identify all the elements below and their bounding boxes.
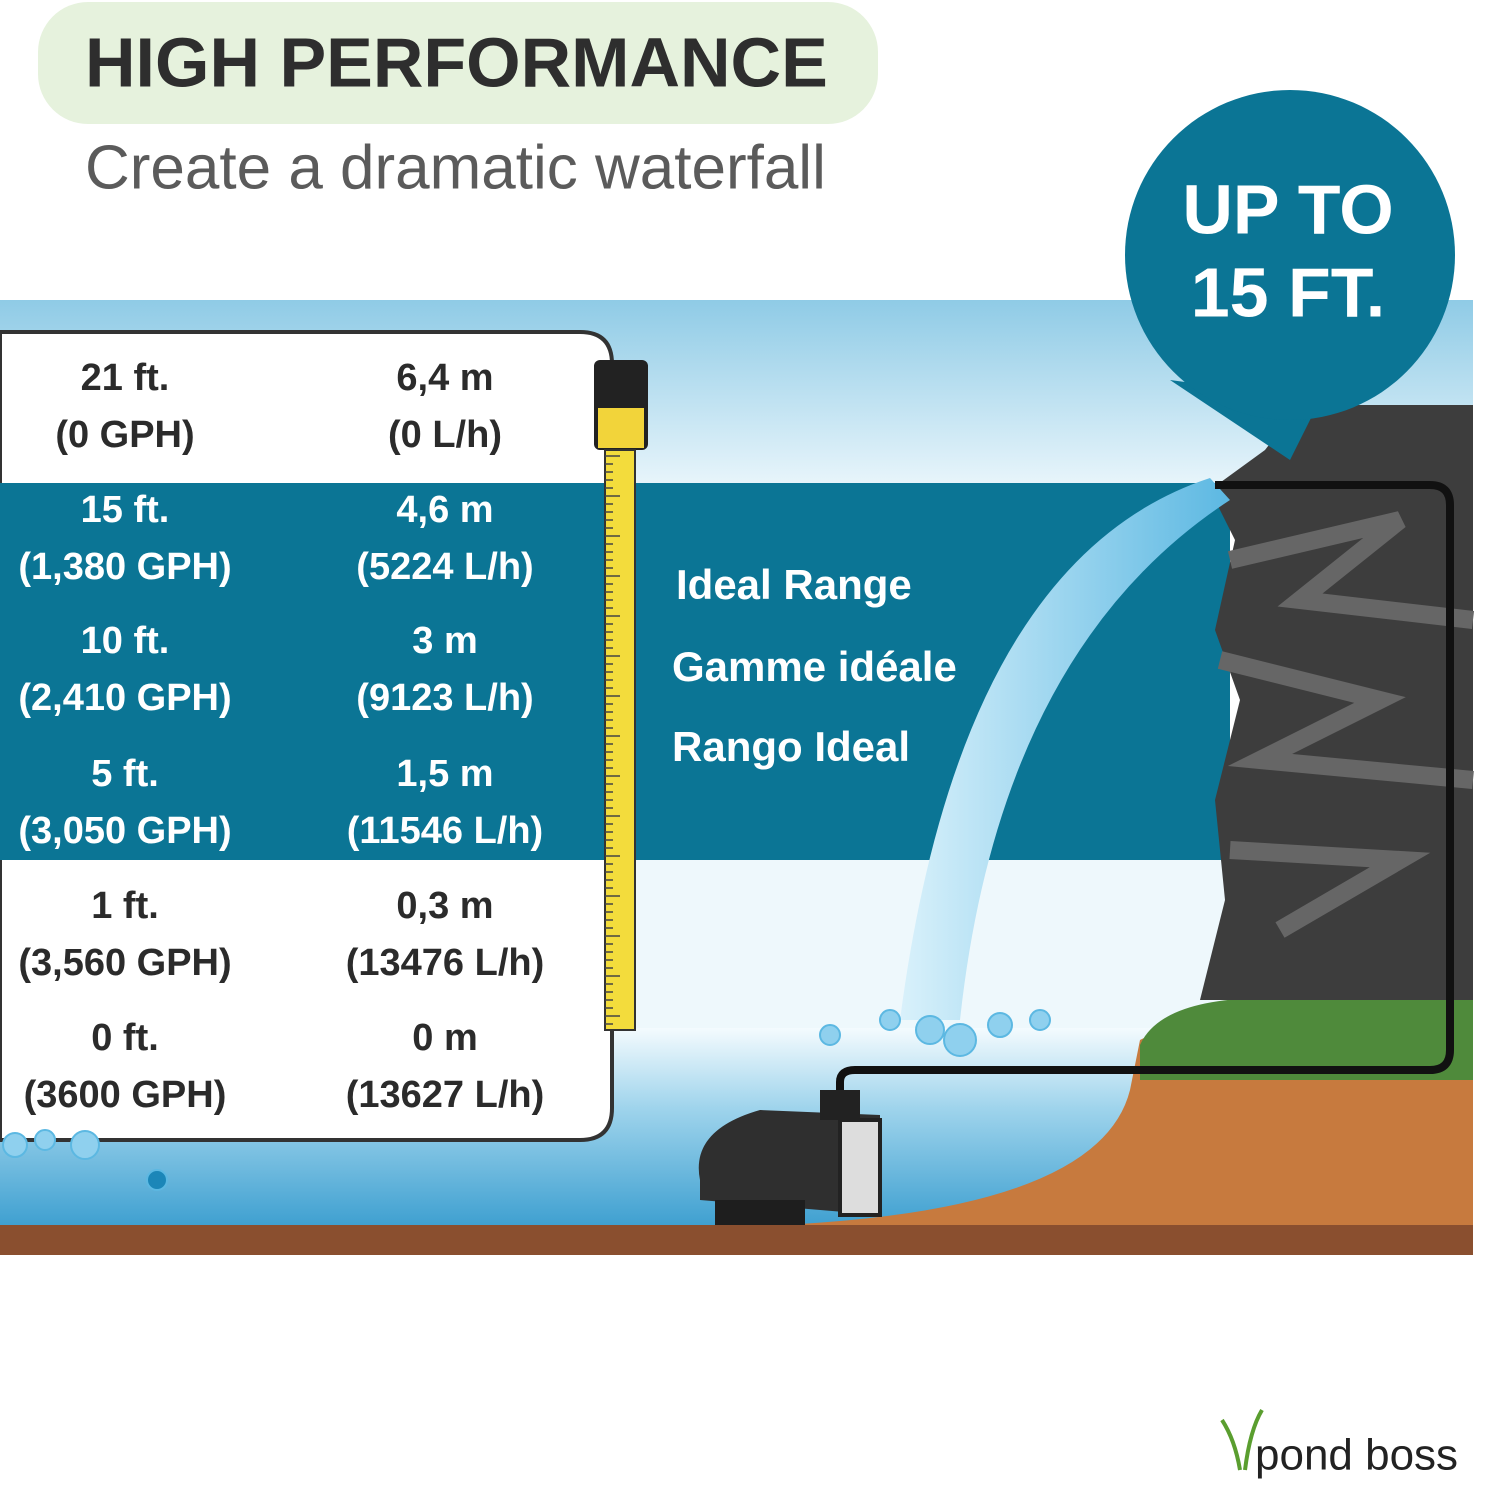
grass <box>1140 995 1473 1080</box>
ruler-ticks <box>605 455 620 1025</box>
table-cell: 21 ft. <box>81 357 170 399</box>
rock <box>1200 405 1473 1000</box>
table-cell: (3,050 GPH) <box>18 810 231 852</box>
table-cell: (1,380 GPH) <box>18 546 231 588</box>
pump-intake <box>838 1118 882 1217</box>
table-cell: 10 ft. <box>81 620 170 662</box>
ruler-tape <box>604 449 636 1031</box>
pump-base <box>715 1200 805 1225</box>
title-pill <box>38 2 878 124</box>
table-cell: 1 ft. <box>91 885 159 927</box>
table-cell: (0 L/h) <box>388 414 502 456</box>
table-cell: 5 ft. <box>91 753 159 795</box>
logo-text: pond boss <box>1255 1431 1458 1480</box>
rock-texture <box>1217 511 1475 938</box>
table-cell: 0 ft. <box>91 1017 159 1059</box>
table-cell: (3,560 GPH) <box>18 942 231 984</box>
badge-line: 15 FT. <box>1191 253 1386 331</box>
badge-line: UP TO <box>1182 170 1393 248</box>
table-cell: 3 m <box>412 620 477 662</box>
table-cell: (5224 L/h) <box>356 546 533 588</box>
table-cell: 15 ft. <box>81 489 170 531</box>
table-cell: (3600 GPH) <box>24 1074 227 1116</box>
table-cell: 0 m <box>412 1017 477 1059</box>
title: HIGH PERFORMANCE <box>85 23 828 101</box>
table-rows: 21 ft. (0 GPH) 6,4 m (0 L/h) 15 ft. (1,380 GP… <box>18 357 544 1116</box>
table-cell: (0 GPH) <box>55 414 194 456</box>
ideal-label: Rango Ideal <box>672 723 910 770</box>
ideal-label: Gamme idéale <box>672 643 957 690</box>
bubbles <box>2 1009 1051 1191</box>
table-cell: (13627 L/h) <box>346 1074 545 1116</box>
subtitle: Create a dramatic waterfall <box>85 133 826 202</box>
table-cell: 0,3 m <box>396 885 493 927</box>
logo-leaf <box>1220 1408 1264 1471</box>
badge <box>1125 90 1455 420</box>
table-cell: (2,410 GPH) <box>18 677 231 719</box>
table-cell: (11546 L/h) <box>347 810 543 852</box>
table-cell: (13476 L/h) <box>346 942 545 984</box>
ruler-housing-band <box>598 408 644 448</box>
pond-floor <box>0 1225 1473 1255</box>
table-cell: 6,4 m <box>396 357 493 399</box>
ideal-label: Ideal Range <box>676 561 912 608</box>
waterfall <box>900 478 1230 1020</box>
hose <box>836 481 1454 1110</box>
pump-body <box>698 1110 880 1215</box>
table-cell: 4,6 m <box>396 489 493 531</box>
table-cell: (9123 L/h) <box>356 677 533 719</box>
table-cell: 1,5 m <box>396 753 493 795</box>
pump-outlet <box>820 1090 860 1120</box>
